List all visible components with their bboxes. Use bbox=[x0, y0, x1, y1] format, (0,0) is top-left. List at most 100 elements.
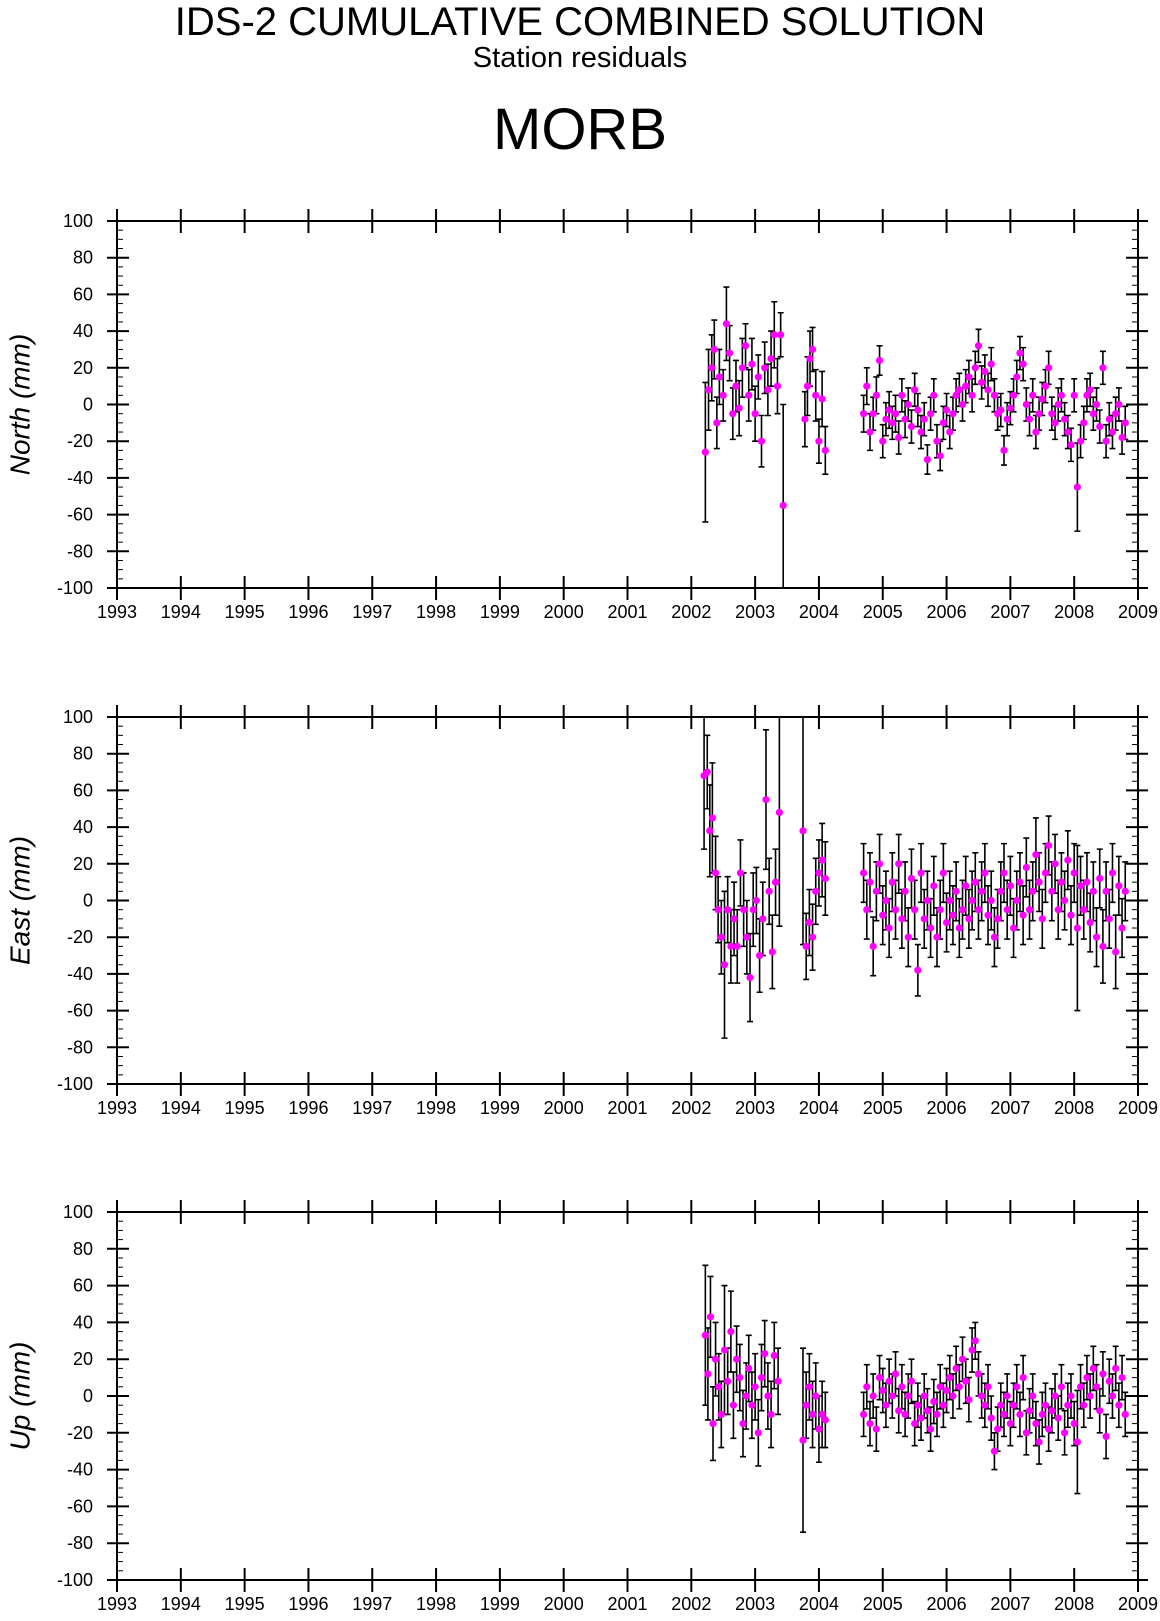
panel-2-x-tick-label: 2002 bbox=[671, 1098, 711, 1118]
panel-2-y-tick-label: 80 bbox=[73, 744, 93, 764]
panel-2-data-point bbox=[891, 906, 900, 914]
panel-3-data-point bbox=[1000, 1410, 1008, 1418]
panel-2-data-point bbox=[703, 768, 711, 776]
panel-1-data-point bbox=[933, 437, 941, 445]
panel-1-data-point bbox=[1016, 349, 1024, 357]
panel-3-x-tick-label: 1995 bbox=[225, 1594, 265, 1614]
panel-3-data-point bbox=[1019, 1374, 1027, 1382]
panel-2-data-point bbox=[1108, 869, 1117, 877]
panel-3-data-point bbox=[971, 1337, 979, 1345]
panel-2-x-tick-label: 2006 bbox=[927, 1098, 967, 1118]
panel-3-data-point bbox=[1035, 1438, 1043, 1446]
panel-3-y-tick-label: -60 bbox=[67, 1496, 93, 1516]
panel-3-y-tick-label: -80 bbox=[67, 1533, 93, 1553]
panel-1-data-point bbox=[1013, 373, 1021, 381]
panel-1-data-point bbox=[726, 349, 734, 357]
panel-1-y-tick-label: -20 bbox=[67, 431, 93, 451]
panel-2-data-point bbox=[768, 948, 776, 956]
panel-1-data-point bbox=[704, 386, 713, 394]
panel-1-data-point bbox=[1083, 391, 1091, 399]
panel-2-y-tick-label: 100 bbox=[63, 707, 93, 727]
panel-2-data-point bbox=[759, 915, 767, 923]
panel-1-frame bbox=[116, 220, 1139, 589]
panel-3-data-point bbox=[863, 1383, 871, 1391]
panel-3-data-point bbox=[821, 1416, 829, 1424]
panel-2-data-point bbox=[888, 878, 896, 886]
panel-1-data-point bbox=[942, 406, 951, 414]
panel-1-data-point bbox=[895, 433, 903, 442]
panel-3-x-tick-label: 2009 bbox=[1118, 1594, 1158, 1614]
panel-3-data-point bbox=[978, 1392, 986, 1400]
panel-3-data-point bbox=[1006, 1420, 1014, 1428]
panel-2-data-point bbox=[962, 882, 970, 890]
panel-2-data-point bbox=[952, 887, 960, 895]
panel-3-data-point bbox=[1054, 1414, 1062, 1422]
panel-3-y-tick-label: 20 bbox=[73, 1349, 93, 1369]
panel-2-data-point bbox=[1115, 882, 1123, 890]
panel-2-data-point bbox=[1096, 874, 1104, 883]
panel-1-x-tick-label: 2006 bbox=[927, 602, 967, 622]
panel-3-data-point bbox=[1092, 1383, 1101, 1391]
panel-3-x-tick-label: 1994 bbox=[161, 1594, 201, 1614]
panel-1-data-point bbox=[808, 345, 817, 354]
panel-2-data-point bbox=[812, 887, 820, 895]
panel-3-data-point bbox=[1016, 1410, 1024, 1418]
panel-1-data-point bbox=[1003, 415, 1011, 423]
panel-1-data-point bbox=[1108, 428, 1117, 436]
panel-1-data-group bbox=[701, 286, 1129, 588]
panel-1-data-point bbox=[1025, 415, 1034, 423]
panel-1-data-point bbox=[719, 391, 727, 399]
panel-3-data-point bbox=[709, 1420, 717, 1428]
panel-1-data-point bbox=[754, 373, 762, 381]
panel-1-data-point bbox=[882, 415, 890, 423]
panel-3-data-point bbox=[733, 1355, 741, 1363]
panel-3-x-tick-label: 1999 bbox=[480, 1594, 520, 1614]
panel-1-data-point bbox=[891, 410, 900, 418]
panel-3-data-point bbox=[1115, 1401, 1123, 1409]
panel-2-x-tick-label: 2007 bbox=[990, 1098, 1030, 1118]
panel-3-data-point bbox=[1073, 1438, 1081, 1446]
panel-2-data-point bbox=[968, 896, 976, 905]
panel-1-data-point bbox=[803, 382, 812, 390]
panel-1-x-tick-label: 2001 bbox=[607, 602, 647, 622]
panel-1-x-tick-label: 2007 bbox=[990, 602, 1030, 622]
panel-3-data-point bbox=[818, 1410, 826, 1418]
panel-3-data-point bbox=[990, 1447, 999, 1455]
panel-2-data-point bbox=[762, 795, 770, 804]
panel-1-data-point bbox=[914, 406, 922, 414]
panel-1-data-point bbox=[748, 360, 756, 368]
panel-2-x-tick-label: 1994 bbox=[161, 1098, 201, 1118]
panel-2-data-point bbox=[895, 860, 903, 868]
panel-3-x-tick-label: 2003 bbox=[735, 1594, 775, 1614]
panel-2-x-tick-label: 1999 bbox=[480, 1098, 520, 1118]
panel-2-data-point bbox=[879, 911, 887, 919]
panel-3-data-point bbox=[949, 1392, 957, 1400]
panel-2-data-point bbox=[724, 906, 732, 914]
panel-2-data-point bbox=[923, 896, 932, 905]
panel-2-y-tick-label: 20 bbox=[73, 854, 93, 874]
panel-3-data-point bbox=[736, 1374, 744, 1382]
panel-3-data-point bbox=[911, 1420, 919, 1428]
panel-3-data-point bbox=[727, 1328, 735, 1336]
panel-1-data-point bbox=[773, 382, 782, 390]
panel-2-data-point bbox=[978, 887, 986, 895]
panel-1-data-point bbox=[904, 400, 912, 409]
panel-3-data-point bbox=[965, 1396, 973, 1404]
panel-2-data-point bbox=[711, 869, 720, 877]
panel-1-data-point bbox=[1035, 410, 1043, 418]
panel-1-data-point bbox=[872, 391, 880, 399]
panel-1-data-point bbox=[812, 391, 820, 399]
panel-1-y-tick-label: 80 bbox=[73, 248, 93, 268]
panel-2-data-point bbox=[869, 942, 877, 950]
panel-1-data-point bbox=[1061, 415, 1069, 423]
panel-2-data-point bbox=[1105, 915, 1113, 923]
panel-2-data-point bbox=[939, 869, 947, 877]
panel-2-data-point bbox=[987, 896, 995, 905]
panel-3-x-tick-label: 2004 bbox=[799, 1594, 839, 1614]
panel-2-y-tick-label: -40 bbox=[67, 964, 93, 984]
panel-1-data-point bbox=[955, 386, 963, 394]
panel-3-data-point bbox=[866, 1420, 874, 1428]
panel-2-data-point bbox=[872, 887, 880, 895]
panel-3-data-point bbox=[1048, 1407, 1056, 1415]
